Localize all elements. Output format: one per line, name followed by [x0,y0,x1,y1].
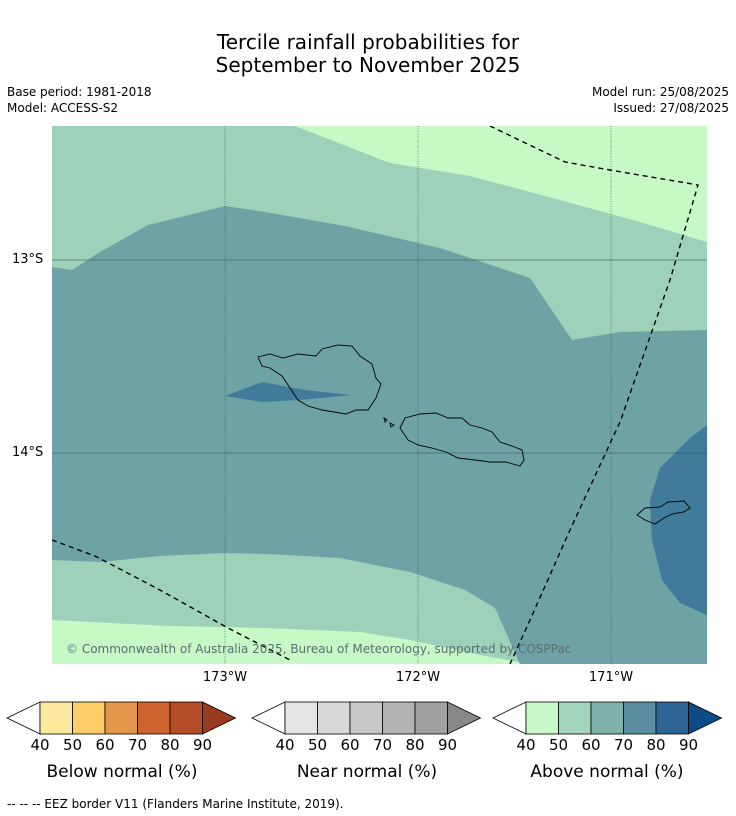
above-tick-label: 80 [646,736,666,754]
lat-label-14: 14°S [12,445,44,460]
title-line-1: Tercile rainfall probabilities for [216,30,520,54]
near-tick-label: 60 [340,736,360,754]
lat-label-13: 13°S [12,252,44,267]
below-segment [169,701,203,735]
run-info: Model run: 25/08/2025 Issued: 27/08/2025 [592,84,729,116]
below-extend-low [6,701,41,735]
map-title: Tercile rainfall probabilities for Septe… [0,31,736,77]
below-extend-high [202,701,237,735]
model-run-date: Model run: 25/08/2025 [591,85,729,99]
colorbar-near-normal [251,701,482,735]
lon-label-173: 173°W [202,670,248,685]
near-tick-label: 70 [372,736,393,754]
eez-border-note: -- -- -- EEZ border V11 (Flanders Marine… [7,797,344,811]
above-tick-label: 90 [678,736,699,754]
below-segment [72,701,106,735]
model-name: Model: ACCESS-S2 [7,101,119,115]
above-extend-high [688,701,723,735]
upolu-island [399,412,525,467]
above-segment [525,701,559,735]
below-tick-label: 50 [62,736,83,754]
near-tick-label: 40 [275,736,295,754]
base-period: Base period: 1981-2018 [7,85,152,99]
above-segment [623,701,657,735]
map-canvas [52,126,707,664]
tutuila-island [636,500,691,525]
near-segment [284,701,318,735]
near-segment [382,701,416,735]
title-line-2: September to November 2025 [215,53,521,77]
savaii-island [257,344,382,415]
legend-label-above: Above normal (%) [530,762,684,782]
above-segment [558,701,592,735]
contour-above-70 [52,206,707,664]
model-info: Base period: 1981-2018 Model: ACCESS-S2 [7,84,152,116]
near-tick-label: 80 [405,736,425,754]
contour-above-80-west [225,382,352,402]
below-tick-label: 80 [160,736,180,754]
near-segment [317,701,351,735]
near-extend-high [447,701,482,735]
above-tick-label: 50 [548,736,569,754]
colorbar-below-normal [6,701,237,735]
below-tick-label: 40 [30,736,50,754]
above-tick-label: 40 [516,736,536,754]
lon-label-172: 172°W [395,670,441,685]
above-tick-label: 60 [581,736,601,754]
near-segment [349,701,383,735]
probability-contours [52,126,707,664]
below-tick-label: 70 [127,736,148,754]
above-tick-label: 70 [613,736,634,754]
above-segment [590,701,624,735]
eez-border [52,126,699,664]
manono-island [383,416,388,423]
below-segment [137,701,171,735]
below-tick-label: 60 [95,736,115,754]
graticule [224,126,612,664]
contour-above-80-east [650,425,707,615]
colorbars [6,701,723,735]
near-extend-low [251,701,286,735]
issued-date: Issued: 27/08/2025 [613,101,729,115]
near-tick-label: 50 [307,736,328,754]
colorbar-above-normal [492,701,723,735]
below-tick-label: 90 [192,736,213,754]
above-segment [655,701,689,735]
legend-label-below: Below normal (%) [46,762,198,782]
copyright-text: © Commonwealth of Australia 2025, Bureau… [66,642,572,656]
lon-label-171: 171°W [588,670,634,685]
near-segment [414,701,448,735]
graticule-lat [52,259,707,454]
islands [257,344,691,525]
above-extend-low [492,701,527,735]
legend-label-near: Near normal (%) [296,762,438,782]
apolima-island [389,422,395,428]
below-segment [39,701,73,735]
near-tick-label: 90 [437,736,458,754]
below-segment [104,701,138,735]
